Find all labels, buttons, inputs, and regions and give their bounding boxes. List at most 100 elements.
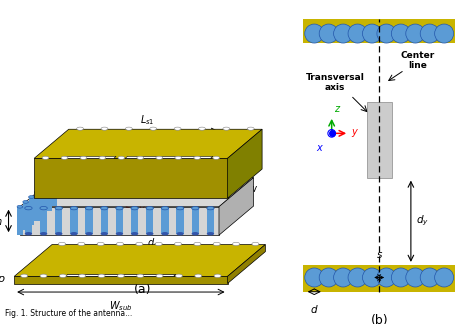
Polygon shape (20, 207, 219, 235)
Ellipse shape (213, 242, 220, 246)
Ellipse shape (25, 232, 32, 236)
Circle shape (377, 268, 396, 287)
Ellipse shape (175, 156, 182, 159)
Bar (46, 182, 52, 211)
Bar (146, 208, 154, 234)
Ellipse shape (55, 232, 63, 236)
Ellipse shape (116, 206, 123, 210)
Circle shape (319, 24, 338, 43)
Ellipse shape (116, 232, 123, 236)
Ellipse shape (25, 206, 32, 210)
Ellipse shape (117, 274, 124, 278)
Bar (366, 102, 392, 178)
Text: $x$: $x$ (100, 219, 108, 229)
Circle shape (305, 268, 324, 287)
Ellipse shape (77, 127, 83, 130)
Text: $d_y$: $d_y$ (416, 214, 428, 228)
Ellipse shape (78, 242, 85, 246)
Bar (40, 208, 47, 234)
Ellipse shape (34, 191, 40, 193)
Ellipse shape (195, 274, 202, 278)
Polygon shape (125, 156, 213, 158)
Ellipse shape (175, 274, 182, 278)
Polygon shape (65, 274, 176, 276)
Text: $z$: $z$ (334, 104, 341, 114)
Ellipse shape (100, 232, 108, 236)
Ellipse shape (191, 232, 199, 236)
Text: $w$: $w$ (248, 184, 258, 194)
Ellipse shape (85, 232, 93, 236)
Ellipse shape (101, 127, 108, 130)
Text: $x$: $x$ (316, 143, 324, 153)
Bar (17, 207, 23, 235)
Ellipse shape (174, 242, 182, 246)
Ellipse shape (99, 156, 106, 159)
Bar (191, 208, 199, 234)
Text: $L_{s2}$: $L_{s2}$ (161, 161, 175, 175)
Ellipse shape (100, 206, 108, 210)
Polygon shape (219, 178, 254, 235)
Circle shape (392, 24, 410, 43)
Text: $W_{sub}$: $W_{sub}$ (109, 299, 133, 313)
Polygon shape (63, 156, 116, 158)
Circle shape (348, 268, 367, 287)
Ellipse shape (161, 206, 169, 210)
Circle shape (406, 268, 425, 287)
Ellipse shape (117, 242, 124, 246)
Ellipse shape (40, 206, 47, 210)
Text: (b): (b) (370, 314, 388, 324)
Ellipse shape (247, 127, 254, 130)
Bar (176, 208, 184, 234)
Ellipse shape (156, 156, 163, 159)
Bar (52, 178, 57, 206)
Ellipse shape (232, 242, 239, 246)
Circle shape (420, 268, 439, 287)
Bar (55, 208, 63, 234)
Ellipse shape (70, 206, 78, 210)
Bar (40, 187, 46, 216)
Ellipse shape (207, 232, 214, 236)
Ellipse shape (79, 274, 86, 278)
Circle shape (348, 24, 367, 43)
Ellipse shape (213, 156, 219, 159)
Ellipse shape (40, 274, 47, 278)
Circle shape (435, 24, 454, 43)
Ellipse shape (174, 127, 181, 130)
Ellipse shape (40, 232, 47, 236)
Polygon shape (34, 158, 228, 198)
Text: Transversal
axis: Transversal axis (305, 73, 365, 92)
Polygon shape (14, 276, 228, 284)
Ellipse shape (156, 274, 163, 278)
Polygon shape (228, 129, 262, 198)
Bar (131, 208, 138, 234)
Ellipse shape (199, 127, 205, 130)
Ellipse shape (207, 206, 214, 210)
Ellipse shape (131, 232, 138, 236)
Ellipse shape (40, 186, 46, 189)
Ellipse shape (252, 242, 259, 246)
Circle shape (334, 268, 353, 287)
Ellipse shape (42, 156, 49, 159)
Ellipse shape (58, 242, 65, 246)
Ellipse shape (131, 206, 138, 210)
Bar (28, 197, 34, 226)
Ellipse shape (223, 127, 230, 130)
Ellipse shape (137, 274, 144, 278)
Circle shape (305, 24, 324, 43)
Circle shape (377, 24, 396, 43)
Circle shape (363, 268, 382, 287)
Polygon shape (14, 245, 265, 276)
Bar (34, 192, 40, 221)
Text: Center
line: Center line (400, 51, 434, 70)
Circle shape (392, 268, 410, 287)
Circle shape (334, 24, 353, 43)
Ellipse shape (118, 156, 125, 159)
Text: $y$: $y$ (138, 203, 146, 215)
Ellipse shape (150, 127, 156, 130)
Ellipse shape (214, 274, 221, 278)
Text: $y$: $y$ (351, 127, 359, 139)
Polygon shape (228, 245, 265, 284)
Ellipse shape (55, 206, 63, 210)
Bar (116, 208, 123, 234)
Polygon shape (20, 178, 254, 207)
